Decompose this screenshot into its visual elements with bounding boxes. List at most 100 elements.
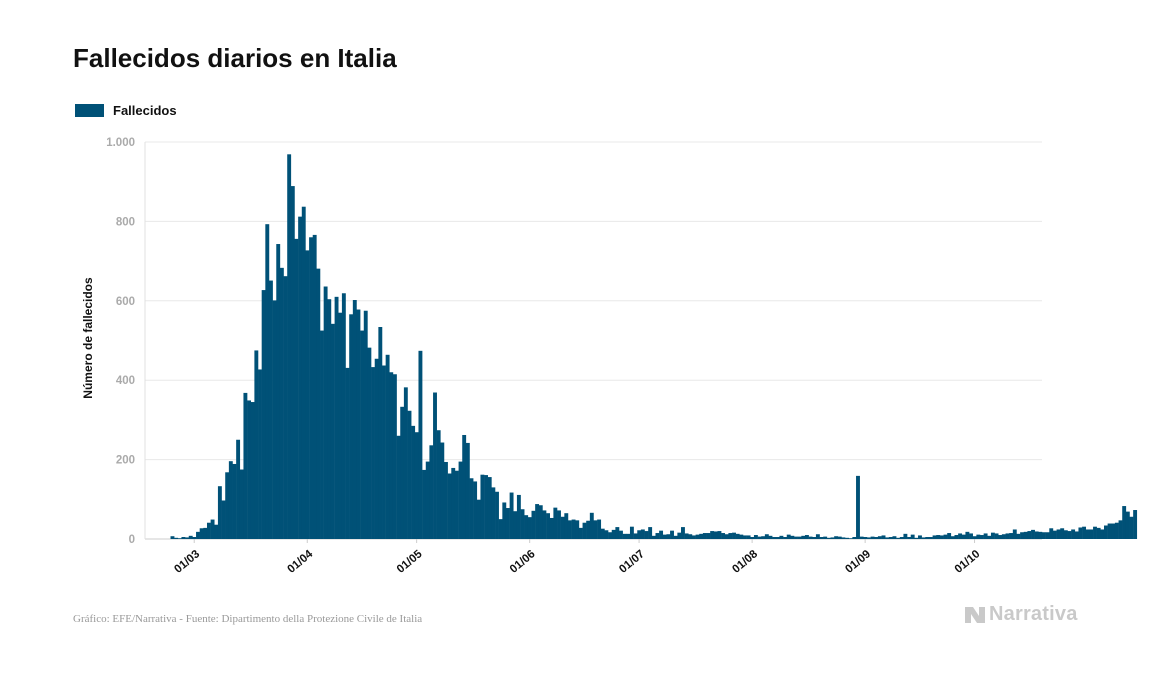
bar [823, 536, 828, 539]
bar [670, 530, 674, 539]
bar [382, 365, 386, 539]
bar [396, 435, 401, 539]
bar [484, 475, 489, 539]
bar [330, 323, 335, 539]
y-tick-label: 400 [116, 375, 135, 387]
bar [1045, 532, 1050, 539]
bar [928, 537, 933, 539]
bar [345, 367, 350, 539]
bar [1096, 527, 1101, 539]
bar [1012, 529, 1017, 539]
bar [509, 492, 514, 539]
legend-label-fallecidos: Fallecidos [113, 103, 177, 118]
bar [640, 529, 645, 539]
bar [666, 534, 671, 539]
bar [294, 238, 299, 539]
bar [673, 535, 678, 539]
bar [462, 434, 467, 539]
bar [619, 530, 623, 539]
bar [323, 286, 328, 539]
bar [203, 527, 208, 539]
bar [232, 463, 237, 539]
bar [206, 522, 211, 539]
bar [422, 469, 427, 539]
bar [268, 280, 273, 539]
bar [444, 461, 448, 539]
bar [378, 327, 383, 539]
bar [589, 512, 594, 539]
bar [1016, 533, 1021, 539]
legend: Fallecidos [75, 103, 177, 118]
bar [980, 535, 984, 539]
bar [786, 534, 791, 539]
bar [943, 534, 948, 539]
bar [188, 535, 193, 539]
bar [593, 520, 598, 539]
bar [440, 442, 445, 539]
bar [1125, 511, 1130, 539]
bar [936, 535, 941, 539]
bar [374, 358, 379, 539]
bar [298, 216, 303, 539]
bar [1074, 531, 1079, 539]
bar [772, 537, 777, 539]
bar [265, 224, 270, 539]
bar [965, 531, 970, 539]
bar [287, 154, 292, 539]
bar [1042, 532, 1046, 539]
bar [990, 532, 995, 539]
bar [578, 527, 583, 539]
bar [1001, 534, 1006, 539]
bar [476, 499, 481, 539]
bar [196, 531, 200, 539]
bar [480, 474, 485, 539]
bar [969, 533, 973, 539]
bar [557, 510, 561, 539]
bar [582, 522, 587, 539]
bar [677, 532, 682, 539]
bar [662, 534, 667, 539]
bar [848, 538, 853, 539]
bar [1122, 506, 1127, 539]
bar [1009, 533, 1014, 539]
bar [414, 432, 419, 539]
bar [841, 537, 846, 539]
bar [1060, 528, 1065, 539]
bar [586, 520, 591, 539]
bar [761, 536, 766, 539]
bar [611, 529, 616, 539]
bar [447, 473, 452, 539]
bar [695, 534, 700, 539]
bar [225, 472, 230, 539]
bar [659, 530, 664, 539]
bar [706, 533, 711, 539]
bar [433, 392, 437, 539]
bar [1133, 510, 1138, 539]
bar [753, 535, 758, 539]
bar [775, 537, 780, 539]
bar [360, 330, 365, 539]
bar [451, 467, 456, 539]
bar [469, 478, 474, 539]
bar [998, 535, 1003, 539]
bar [524, 515, 529, 539]
bar [334, 296, 339, 539]
bar [724, 534, 729, 539]
bar [950, 536, 955, 539]
bar [1103, 525, 1108, 539]
bar [710, 531, 715, 539]
y-tick-label: 200 [116, 455, 135, 467]
bar [546, 513, 550, 539]
bar [790, 535, 795, 539]
bar [899, 537, 904, 539]
footer-source: Gráfico: EFE/Narrativa - Fuente: Diparti… [73, 613, 423, 625]
bar [1052, 530, 1057, 539]
bar [608, 532, 612, 539]
bar [622, 533, 627, 539]
bar [1114, 522, 1119, 539]
bar [812, 537, 817, 539]
bar [819, 537, 824, 539]
bar [804, 535, 809, 539]
bar [516, 494, 521, 539]
bar [538, 505, 543, 539]
